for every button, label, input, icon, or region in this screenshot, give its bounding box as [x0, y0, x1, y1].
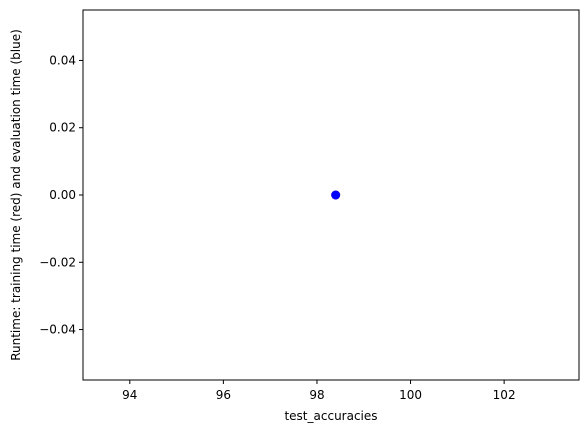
y-tick-label: 0.04: [49, 53, 76, 67]
x-tick-label: 96: [216, 388, 231, 402]
plot-frame: [82, 9, 580, 381]
data-points: [331, 190, 341, 200]
y-axis-label: Runtime: training time (red) and evaluat…: [9, 29, 23, 361]
x-tick-label: 100: [399, 388, 422, 402]
x-tick-label: 94: [122, 388, 137, 402]
y-tick-label: 0.02: [49, 121, 76, 135]
x-axis-ticks: 94 96 98 100 102: [122, 380, 516, 402]
plot-area: [83, 10, 579, 380]
y-tick-label: 0.00: [49, 188, 76, 202]
y-tick-label: −0.02: [39, 255, 76, 269]
y-tick-label: −0.04: [39, 323, 76, 337]
x-tick-label: 102: [493, 388, 516, 402]
x-axis-label: test_accuracies: [284, 409, 377, 423]
data-point: [331, 190, 341, 200]
x-tick-label: 98: [309, 388, 324, 402]
y-axis-ticks: 0.04 0.02 0.00 −0.02 −0.04: [39, 53, 83, 337]
